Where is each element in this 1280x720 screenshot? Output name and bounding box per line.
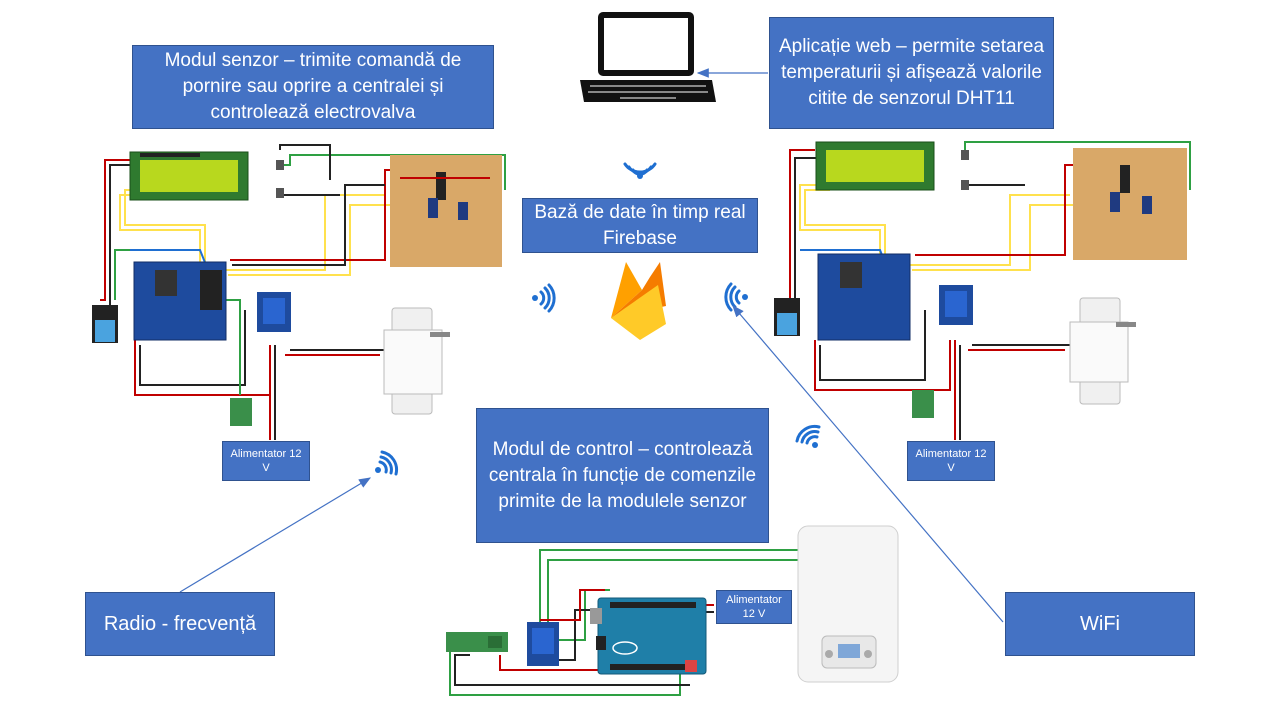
radio-receiver-icon [446, 632, 508, 652]
lcd-display-icon [129, 151, 249, 201]
flow-sensor-board-icon [912, 390, 934, 418]
web-app-label: Aplicație web – permite setarea temperat… [769, 17, 1054, 129]
power-supply-control-label: Alimentator 12 V [716, 590, 792, 624]
laptop-icon [580, 12, 716, 102]
arrow-radio-to-signal [179, 477, 372, 593]
pushbutton-icon [276, 160, 284, 170]
perfboard-icon [1073, 148, 1187, 260]
wireless-signal-icon [375, 162, 821, 476]
control-module-circuit [446, 549, 800, 696]
sensor-module-label: Modul senzor – trimite comandă de pornir… [132, 45, 494, 129]
arduino-board-icon [817, 253, 911, 341]
arrow-wifi-to-signal [732, 305, 1004, 623]
pushbutton-icon [961, 150, 969, 160]
power-supply-left-label: Alimentator 12 V [222, 441, 310, 481]
arduino-board-icon [133, 261, 227, 341]
database-label: Bază de date în timp real Firebase [522, 198, 758, 253]
water-valve-icon [1069, 297, 1136, 405]
arduino-board-icon [590, 597, 707, 675]
wifi-label: WiFi [1005, 592, 1195, 656]
relay-icon [939, 285, 973, 325]
relay-icon [257, 292, 291, 332]
flow-sensor-board-icon [230, 398, 252, 426]
dht11-sensor-icon [92, 305, 118, 343]
relay-icon [527, 622, 559, 666]
radio-label: Radio - frecvență [85, 592, 275, 656]
firebase-icon [611, 262, 666, 340]
boiler-icon [797, 525, 899, 683]
pushbutton-icon [276, 188, 284, 198]
sensor-module-left-circuit [92, 144, 506, 440]
sensor-module-right-circuit [774, 141, 1191, 440]
perfboard-icon [390, 155, 502, 267]
lcd-display-icon [815, 141, 935, 191]
pushbutton-icon [961, 180, 969, 190]
dht11-sensor-icon [774, 298, 800, 336]
power-supply-right-label: Alimentator 12 V [907, 441, 995, 481]
control-module-label: Modul de control – controlează centrala … [476, 408, 769, 543]
water-valve-icon [383, 307, 450, 415]
